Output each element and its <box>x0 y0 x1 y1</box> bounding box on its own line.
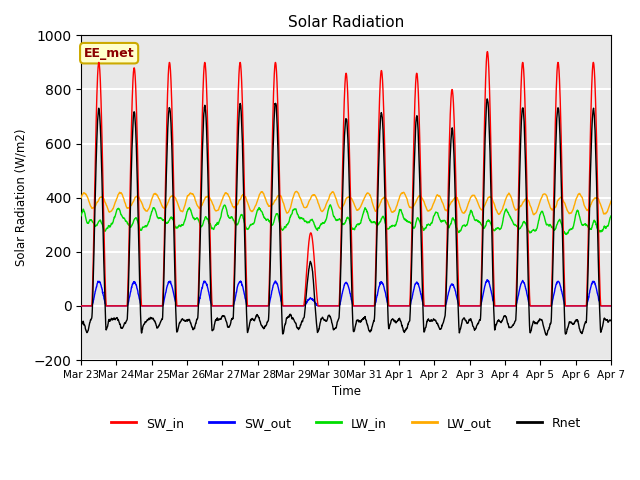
Title: Solar Radiation: Solar Radiation <box>288 15 404 30</box>
X-axis label: Time: Time <box>332 385 360 398</box>
Y-axis label: Solar Radiation (W/m2): Solar Radiation (W/m2) <box>15 129 28 266</box>
Legend: SW_in, SW_out, LW_in, LW_out, Rnet: SW_in, SW_out, LW_in, LW_out, Rnet <box>106 412 586 435</box>
Text: EE_met: EE_met <box>84 47 134 60</box>
